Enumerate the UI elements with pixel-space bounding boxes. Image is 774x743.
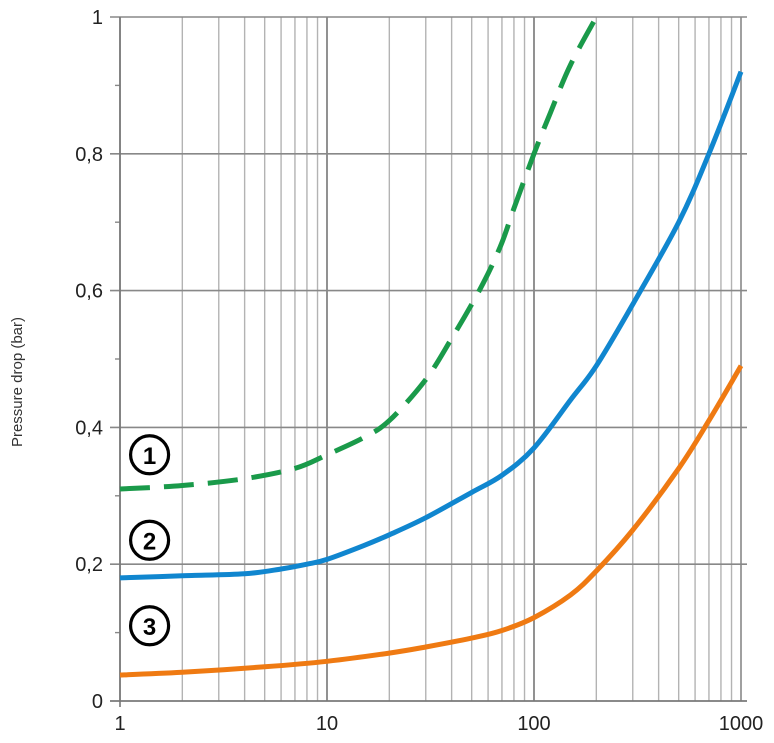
- y-tick-label: 0,8: [75, 144, 103, 166]
- x-tick-label: 100: [517, 713, 550, 735]
- series-markers: 1 2 3: [128, 434, 171, 647]
- series-marker-1: 1: [128, 434, 171, 476]
- marker-number: 2: [143, 528, 156, 555]
- chart-axes: [110, 17, 747, 707]
- y-tick-label: 0,2: [75, 554, 103, 576]
- y-axis-label: Pressure drop (bar): [9, 317, 26, 447]
- chart-grid: [110, 16, 747, 702]
- marker-circle: [128, 434, 171, 476]
- x-tick-label: 10: [316, 713, 338, 735]
- y-tick-label: 0: [92, 691, 103, 713]
- x-tick-label: 1: [114, 713, 125, 735]
- series-line-2: [119, 70, 744, 581]
- marker-number: 3: [143, 614, 156, 641]
- marker-circle: [128, 519, 171, 561]
- y-tick-label: 1: [92, 7, 103, 29]
- series-marker-2: 2: [128, 519, 171, 561]
- y-tick-label: 0,6: [75, 281, 103, 303]
- marker-number: 1: [143, 443, 156, 470]
- marker-circle: [128, 605, 171, 647]
- data-series: [119, 15, 744, 678]
- y-tick-label: 0,4: [75, 417, 103, 439]
- x-tick-label: 1000: [719, 713, 764, 735]
- series-marker-3: 3: [128, 605, 171, 647]
- series-line-3: [119, 364, 744, 678]
- tick-labels: 1 10 100 1000 0 0,2 0,4 0,6 0,8 1: [75, 7, 763, 735]
